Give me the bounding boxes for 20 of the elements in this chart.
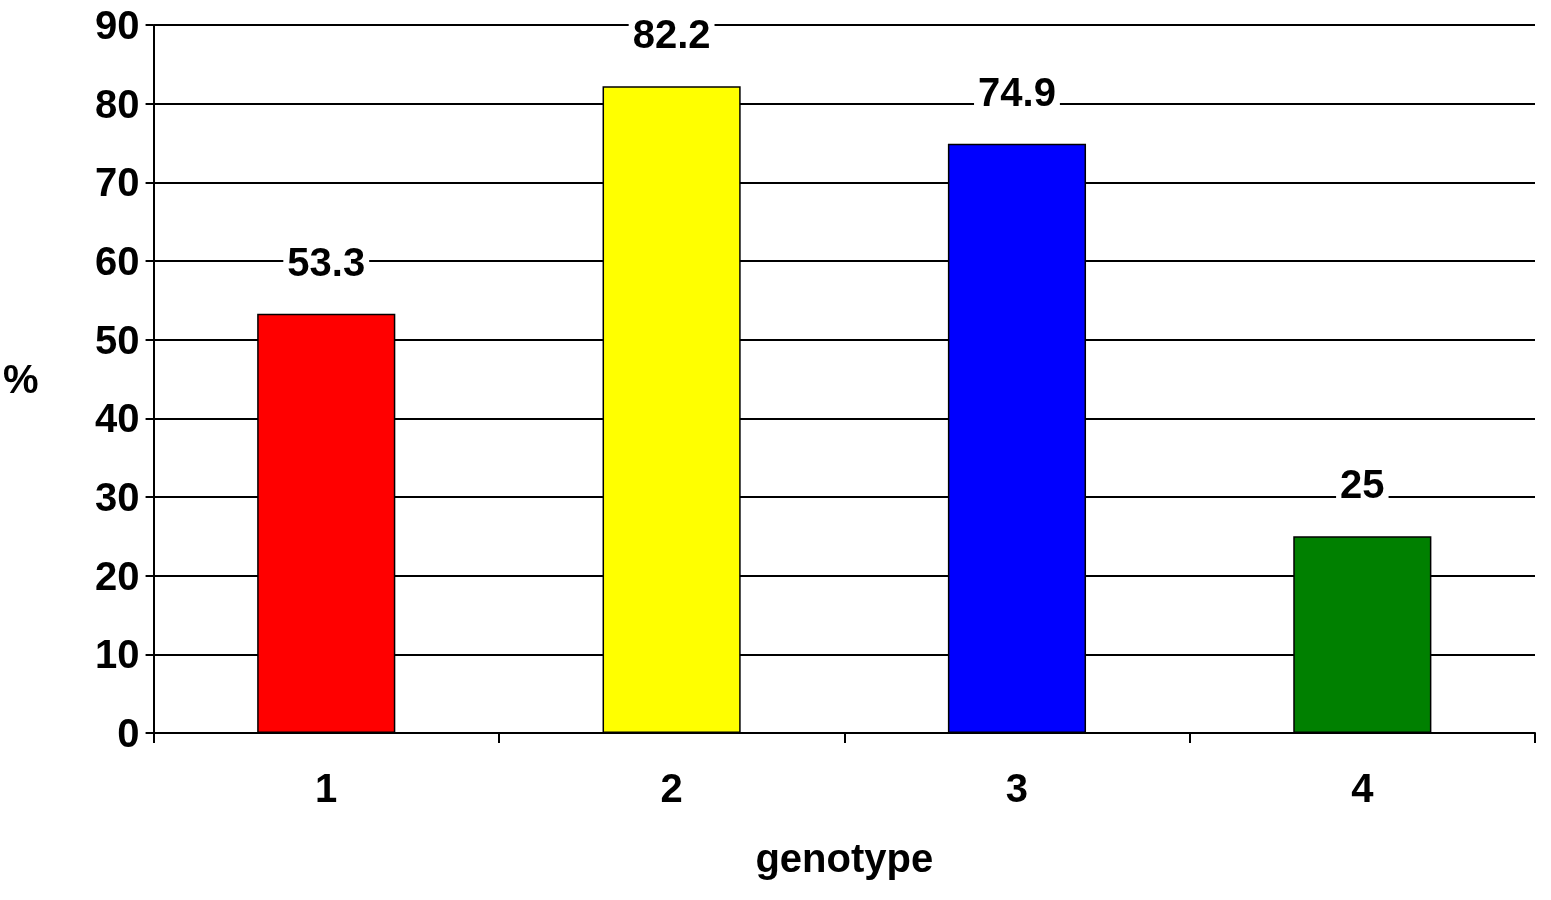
x-tick-label: 1	[315, 766, 338, 810]
x-axis-title: genotype	[755, 836, 934, 880]
y-axis-title: %	[2, 357, 39, 401]
data-label: 25	[1340, 462, 1385, 507]
y-tick-label: 20	[95, 553, 140, 598]
y-tick-label: 70	[95, 160, 140, 205]
y-tick-label: 60	[95, 239, 140, 283]
y-tick-label: 40	[95, 396, 140, 441]
data-label: 74.9	[978, 69, 1056, 114]
y-tick-label: 90	[95, 3, 140, 47]
y-tick-label: 30	[95, 475, 140, 519]
y-tick-label: 80	[95, 81, 140, 126]
x-tick-label: 4	[1351, 766, 1375, 810]
y-tick-label: 0	[117, 711, 140, 755]
y-tick-label: 10	[95, 632, 140, 677]
data-label: 82.2	[632, 12, 711, 57]
y-tick-label: 50	[95, 317, 140, 362]
x-tick-label: 2	[660, 766, 683, 810]
x-tick-label: 3	[1005, 766, 1029, 810]
data-label: 53.3	[287, 239, 366, 284]
